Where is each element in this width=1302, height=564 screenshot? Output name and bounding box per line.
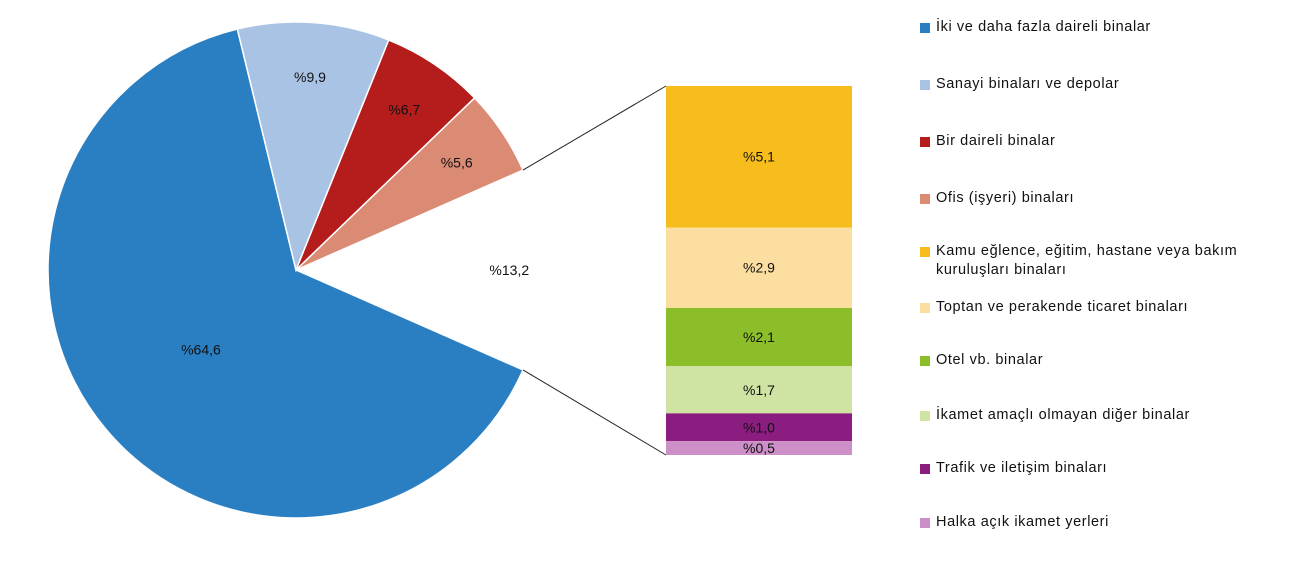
legend-item-ofis-i-yeri-binalar: Ofis (işyeri) binaları [920, 189, 1286, 208]
pie-label-di-er: %13,2 [489, 262, 529, 278]
bar-segment-kamu-e-lence-e-itim-hastane-veya-bak-m-kurulu-lar-binalar [666, 86, 852, 228]
legend-item-i-kamet-ama-l-olmayan-di-er-binalar: İkamet amaçlı olmayan diğer binalar [920, 406, 1286, 425]
pie-label-ofis-i-yeri-binalar: %5,6 [441, 154, 473, 170]
bar-label-halka-a-k-ikamet-yerleri: %0,5 [743, 440, 775, 456]
pie-label-bir-daireli-binalar: %6,7 [388, 102, 420, 118]
pie-group [47, 21, 544, 519]
bar-label-i-kamet-ama-l-olmayan-di-er-binalar: %1,7 [743, 382, 775, 398]
legend-swatch [920, 303, 930, 313]
legend-label: İkamet amaçlı olmayan diğer binalar [936, 407, 1190, 423]
connector-line-bottom [522, 369, 667, 456]
legend-label: Otel vb. binalar [936, 352, 1044, 368]
legend-swatch [920, 247, 930, 257]
legend-label: Ofis (işyeri) binaları [936, 190, 1075, 206]
legend-label: Bir daireli binalar [936, 133, 1056, 149]
bar-label-toptan-ve-perakende-ticaret-binalar: %2,9 [743, 260, 775, 276]
pie-label-sanayi-binalar-ve-depolar: %9,9 [294, 69, 326, 85]
legend-item-bir-daireli-binalar: Bir daireli binalar [920, 132, 1286, 151]
legend-swatch [920, 356, 930, 366]
legend-item-toptan-ve-perakende-ticaret-binalar: Toptan ve perakende ticaret binaları [920, 298, 1286, 317]
legend-label: İki ve daha fazla daireli binalar [936, 19, 1151, 35]
legend-item-otel-vb-binalar: Otel vb. binalar [920, 351, 1286, 370]
legend-swatch [920, 411, 930, 421]
legend-label: Kamu eğlence, eğitim, hastane veya bakım… [936, 243, 1238, 278]
legend-item-sanayi-binalar-ve-depolar: Sanayi binaları ve depolar [920, 75, 1286, 94]
pie-slice-sanayi-binalar-ve-depolar [236, 21, 390, 273]
legend-item-kamu-e-lence-e-itim-hastane-veya-bak-m-kurulu-lar-binalar: Kamu eğlence, eğitim, hastane veya bakım… [920, 242, 1286, 280]
bar-segment-halka-a-k-ikamet-yerleri [666, 441, 852, 455]
connector-lines [522, 85, 667, 456]
legend-item-halka-a-k-ikamet-yerleri: Halka açık ikamet yerleri [920, 513, 1286, 532]
pie-slice-di-er [296, 170, 544, 370]
bar-segment-toptan-ve-perakende-ticaret-binalar [666, 227, 852, 308]
connector-line-top [522, 85, 667, 171]
legend-swatch [920, 23, 930, 33]
legend-label: Halka açık ikamet yerleri [936, 514, 1109, 530]
bar-label-otel-vb-binalar: %2,1 [743, 329, 775, 345]
pie-slice-i-ki-ve-daha-fazla-daireli-binalar [47, 28, 524, 519]
bar-label-trafik-ve-ileti-im-binalar: %1,0 [743, 419, 775, 435]
legend-item-trafik-ve-ileti-im-binalar: Trafik ve iletişim binaları [920, 459, 1286, 478]
legend-swatch [920, 518, 930, 528]
legend-item-i-ki-ve-daha-fazla-daireli-binalar: İki ve daha fazla daireli binalar [920, 18, 1286, 37]
bar-segment-trafik-ve-ileti-im-binalar [666, 413, 852, 442]
breakdown-bar [666, 86, 852, 455]
bar-label-kamu-e-lence-e-itim-hastane-veya-bak-m-kurulu-lar-binalar: %5,1 [743, 149, 775, 165]
data-labels: %64,6 %9,9 %6,7 %5,6 %13,2 %5,1 %2,9 %2,1 %1,7 %1… [181, 69, 775, 456]
legend-label: Toptan ve perakende ticaret binaları [936, 299, 1189, 315]
legend-label: Sanayi binaları ve depolar [936, 76, 1120, 92]
bar-segment-otel-vb-binalar [666, 307, 852, 367]
bar-segment-i-kamet-ama-l-olmayan-di-er-binalar [666, 366, 852, 414]
legend-swatch [920, 464, 930, 474]
legend-swatch [920, 194, 930, 204]
pie-label-i-ki-ve-daha-fazla-daireli-binalar: %64,6 [181, 342, 221, 358]
legend-swatch [920, 80, 930, 90]
legend-label: Trafik ve iletişim binaları [936, 460, 1108, 476]
legend-swatch [920, 137, 930, 147]
